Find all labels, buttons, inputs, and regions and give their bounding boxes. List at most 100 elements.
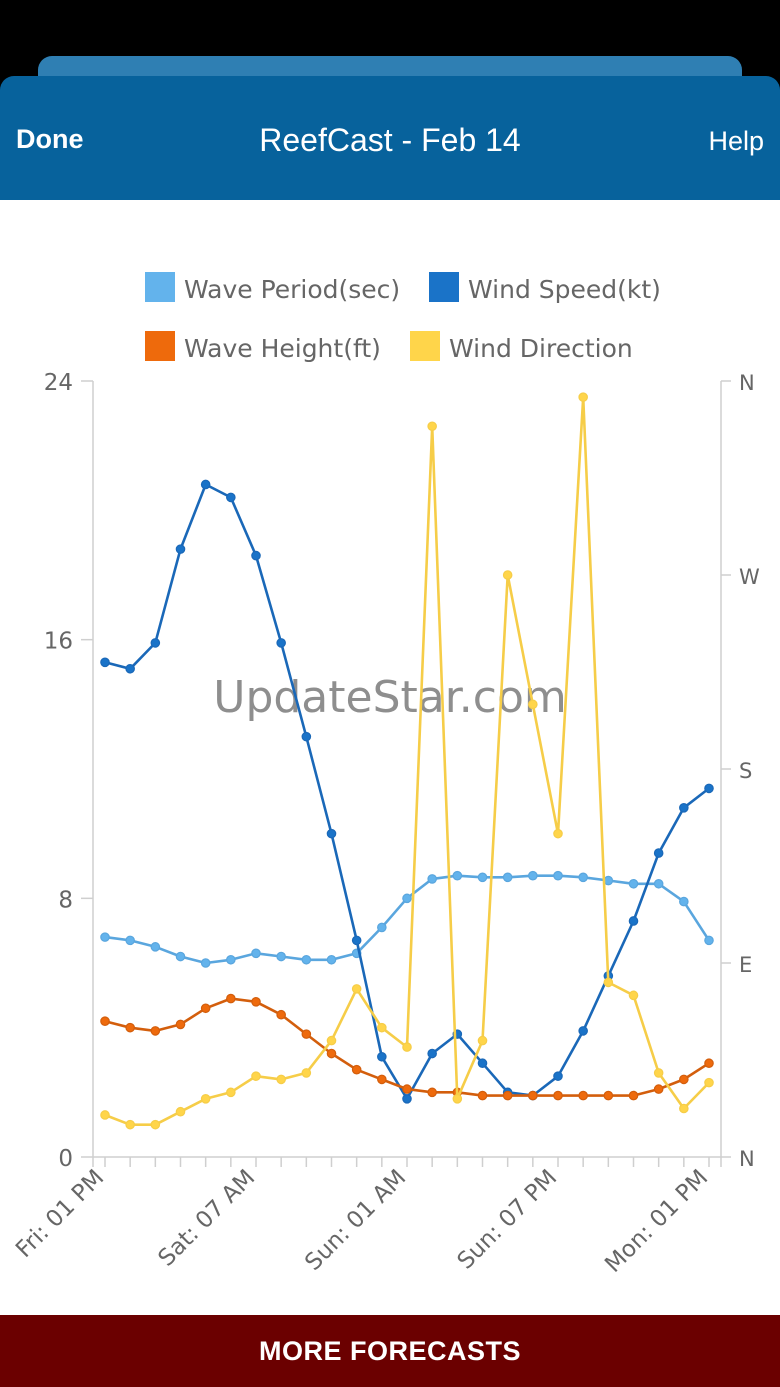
data-point — [200, 1094, 211, 1104]
y-right-tick-label: W — [739, 565, 760, 589]
y-left-tick-label: 0 — [58, 1146, 73, 1172]
data-point — [578, 392, 588, 402]
data-point — [528, 1090, 538, 1101]
data-point — [603, 1090, 614, 1101]
data-point — [704, 1077, 714, 1088]
data-point — [402, 1084, 412, 1094]
chart-panel: Wave Period(sec) Wind Speed(kt) Wave Hei… — [0, 200, 780, 1315]
data-point — [628, 1090, 639, 1101]
data-point — [301, 1029, 312, 1039]
data-point — [276, 1074, 286, 1085]
page-title: ReefCast - Feb 14 — [259, 122, 521, 158]
data-point — [528, 699, 538, 710]
header-bar — [0, 76, 780, 200]
data-point — [528, 870, 538, 881]
y-right-tick-label: S — [739, 759, 752, 783]
data-point — [125, 1119, 135, 1130]
series-wave-period-sec — [100, 870, 714, 968]
series-line — [104, 874, 711, 965]
data-point — [653, 1084, 664, 1094]
data-point — [653, 1068, 664, 1078]
data-point — [200, 958, 211, 968]
data-point — [402, 1042, 412, 1052]
data-point — [427, 421, 437, 432]
data-point — [276, 951, 286, 962]
legend-swatch-wind-speed — [429, 272, 459, 302]
data-point — [100, 657, 110, 668]
data-point — [704, 1058, 714, 1069]
data-point — [653, 878, 664, 889]
y-left-tick-label: 16 — [44, 629, 73, 655]
data-point — [628, 878, 639, 889]
legend-label-wave-height: Wave Height(ft) — [184, 334, 381, 363]
y-right-tick-label: E — [739, 953, 752, 977]
data-point — [175, 1019, 186, 1030]
help-button[interactable]: Help — [708, 126, 764, 156]
data-point — [326, 954, 337, 965]
data-point — [351, 984, 362, 994]
data-point — [175, 1106, 186, 1117]
data-point — [603, 977, 614, 988]
data-point — [175, 544, 186, 554]
data-point — [704, 935, 714, 946]
data-point — [377, 922, 387, 933]
data-point — [628, 916, 639, 926]
data-point — [351, 935, 362, 946]
data-point — [150, 638, 161, 648]
data-point — [150, 1026, 161, 1036]
y-right-tick-label: N — [739, 1147, 755, 1171]
data-point — [150, 942, 161, 952]
forecast-chart: Wave Period(sec) Wind Speed(kt) Wave Hei… — [11, 272, 760, 1278]
data-point — [301, 731, 312, 742]
data-point — [175, 951, 186, 962]
data-point — [477, 1058, 488, 1069]
data-point — [578, 1090, 588, 1101]
series-line — [104, 483, 710, 1101]
data-point — [150, 1119, 161, 1130]
legend-label-wind-direction: Wind Direction — [449, 334, 633, 363]
data-point — [502, 570, 513, 580]
data-point — [679, 896, 689, 907]
x-tick-label: Mon: 01 PM — [600, 1165, 713, 1278]
legend-swatch-wind-direction — [410, 331, 440, 361]
data-point — [251, 996, 261, 1007]
x-tick-label: Sun: 07 PM — [453, 1165, 563, 1275]
legend-label-wave-period: Wave Period(sec) — [184, 275, 400, 304]
more-forecasts-button[interactable]: MORE FORECASTS — [0, 1315, 780, 1387]
data-point — [679, 1074, 689, 1085]
done-button[interactable]: Done — [16, 124, 84, 154]
data-point — [427, 1048, 437, 1059]
data-point — [653, 848, 664, 858]
data-point — [452, 870, 463, 881]
series-wind-direction — [100, 392, 714, 1130]
data-point — [125, 1022, 135, 1033]
data-point — [276, 1009, 286, 1020]
data-point — [251, 1071, 261, 1081]
data-point — [628, 990, 639, 1001]
x-tick-label: Sat: 07 AM — [154, 1165, 261, 1272]
x-tick-label: Fri: 01 PM — [11, 1165, 109, 1263]
legend-swatch-wave-height — [145, 331, 175, 361]
data-point — [351, 1064, 362, 1075]
data-point — [477, 872, 488, 883]
data-point — [226, 1087, 236, 1098]
data-point — [251, 550, 261, 561]
data-point — [326, 1048, 337, 1059]
data-point — [301, 1068, 312, 1078]
data-point — [477, 1035, 488, 1046]
data-point — [276, 638, 286, 648]
series-wave-height-ft — [100, 993, 714, 1101]
data-point — [100, 1016, 110, 1026]
data-point — [125, 935, 135, 946]
y-right-tick-label: N — [739, 371, 755, 395]
data-point — [326, 1035, 337, 1046]
data-point — [200, 479, 211, 490]
data-point — [477, 1090, 488, 1101]
data-point — [679, 802, 689, 813]
data-point — [100, 932, 110, 942]
data-point — [553, 870, 563, 881]
series-wind-speed-kt — [100, 479, 714, 1104]
y-left-tick-label: 24 — [44, 370, 73, 396]
data-point — [553, 828, 563, 839]
data-point — [251, 948, 261, 959]
